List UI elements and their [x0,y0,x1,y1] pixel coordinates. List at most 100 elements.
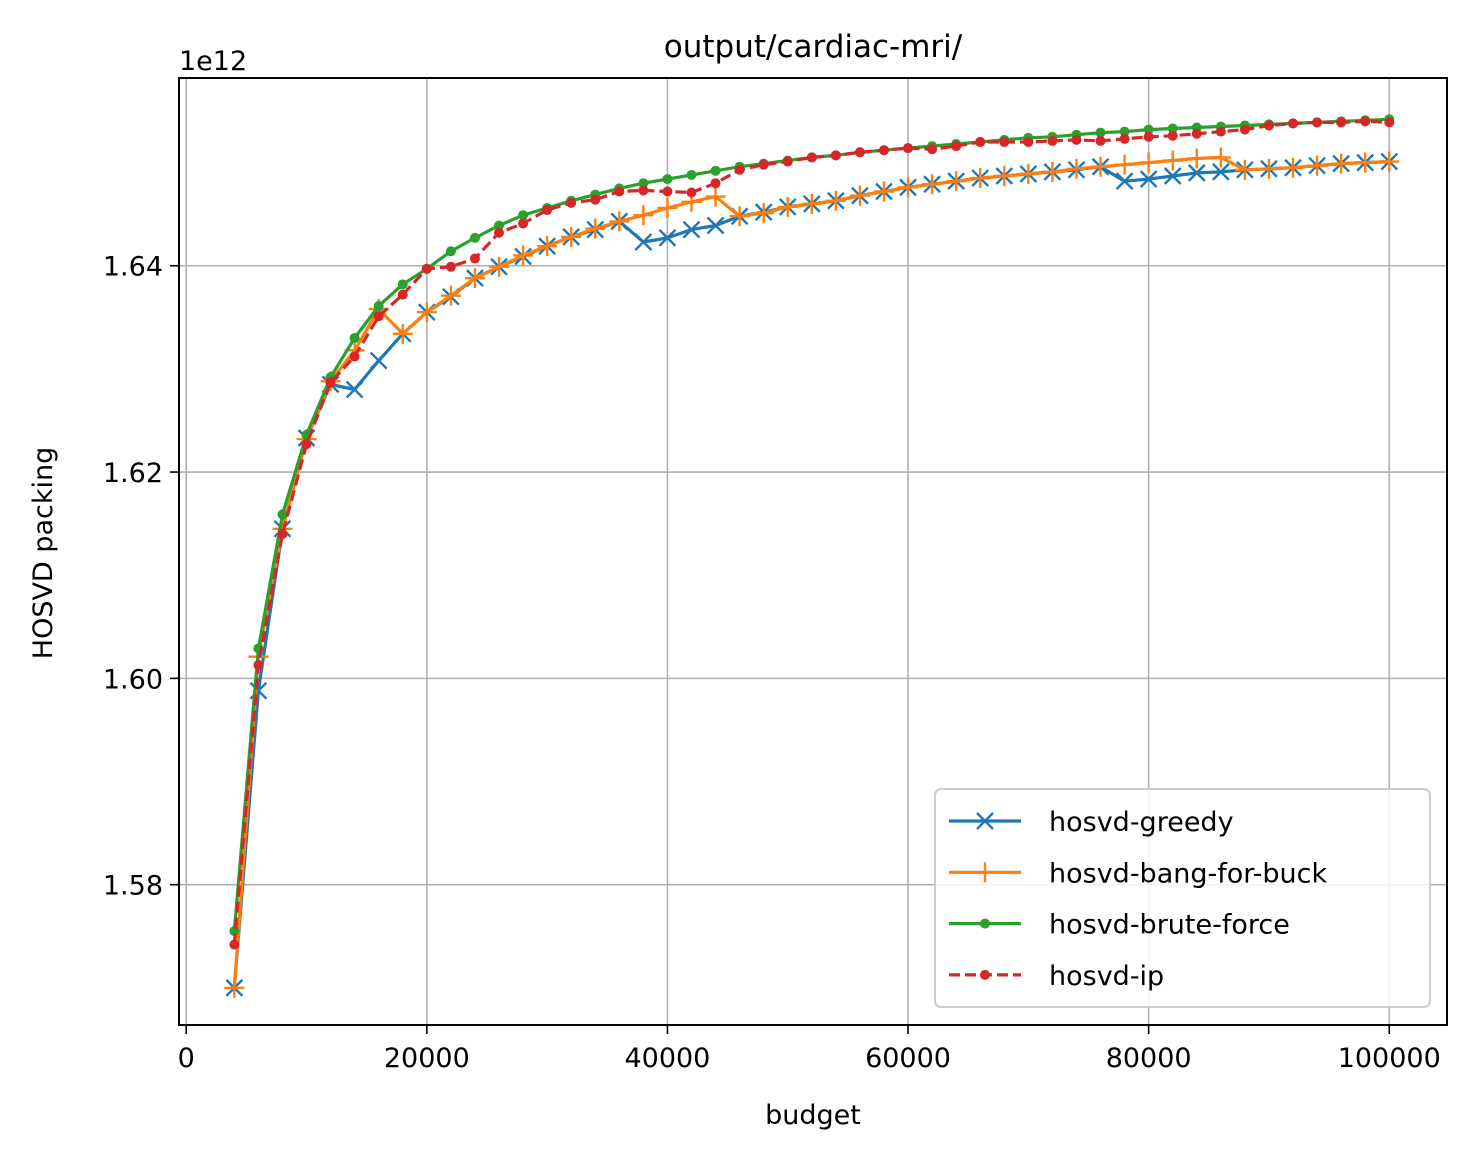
data-point [1360,116,1371,127]
data-point [609,211,630,232]
data-point [854,147,865,158]
data-point [634,233,653,251]
data-point [1139,170,1158,188]
data-point [445,246,456,257]
data-point [682,220,701,239]
data-point [1115,172,1134,191]
data-point [686,187,697,198]
data-point [830,150,841,161]
data-point [1288,118,1299,129]
data-point [1163,167,1182,185]
legend-label: hosvd-bang-for-buck [1049,858,1327,889]
data-point [277,528,288,539]
legend-entry: hosvd-brute-force [949,910,1290,941]
data-point [1336,117,1347,128]
data-point [662,174,673,185]
data-point [806,152,817,163]
data-point [445,261,456,272]
data-point [301,439,312,450]
data-point [658,229,677,247]
offset-label: 1e12 [179,46,247,77]
data-point [277,509,288,520]
data-point [1191,128,1202,139]
data-point [662,186,673,197]
data-point [469,232,480,243]
data-point [1283,157,1304,178]
x-tick-label: 20000 [384,1043,470,1074]
data-point [782,156,793,167]
chart-title: output/cardiac-mri/ [664,29,963,65]
data-point [373,300,384,311]
data-point [1095,135,1106,146]
legend: hosvd-greedy hosvd-bang-for-buck hosvd-bru… [934,788,1431,1008]
data-point [638,185,649,196]
legend-label: hosvd-greedy [1049,807,1234,838]
data-point [1071,134,1082,145]
data-point [729,206,750,227]
data-point [224,977,245,998]
data-point [758,159,769,170]
data-point [489,256,510,277]
data-point [1186,148,1207,169]
data-point [1331,153,1352,174]
y-tick-label: 1.64 [103,252,163,283]
legend-marker [980,918,990,929]
data-point [513,245,534,266]
data-point [922,174,943,195]
data-point [1095,127,1106,138]
data-point [253,659,264,670]
data-point [903,143,914,154]
data-point [1119,126,1130,137]
x-tick-label: 60000 [865,1043,951,1074]
data-point [710,178,721,189]
data-point [537,236,558,257]
data-point [494,220,505,231]
data-point [1210,147,1231,168]
data-point [801,193,822,214]
data-point [1143,131,1154,142]
data-point [1162,150,1183,171]
data-point [1239,124,1250,135]
plot-frame [178,77,1448,1026]
data-point [1312,117,1323,128]
data-point [561,226,582,247]
data-point [1215,126,1226,137]
data-point [373,311,384,322]
data-point [975,136,986,147]
y-tick-label: 1.60 [103,664,163,695]
data-point [946,171,967,192]
x-tick-label: 0 [178,1043,195,1074]
data-point [1187,164,1206,182]
x-tick-label: 80000 [1106,1043,1192,1074]
data-point [873,181,894,202]
data-point [440,285,461,306]
data-point [1384,117,1395,128]
data-point [710,165,721,176]
data-point [878,145,889,156]
legend-entry: hosvd-bang-for-buck [949,858,1327,889]
data-point [1234,159,1255,180]
data-point [1042,161,1063,182]
data-point [325,377,336,388]
legend-items: hosvd-greedy hosvd-bang-for-buck hosvd-bru… [949,807,1327,992]
data-point [1090,156,1111,177]
data-point [1258,158,1279,179]
y-axis-label: HOSVD packing [28,447,59,659]
legend-frame [934,788,1431,1008]
data-point [898,177,919,198]
data-point [464,268,485,289]
data-point [999,136,1010,147]
data-point [566,197,577,208]
data-point [345,380,364,399]
data-point [349,332,360,343]
data-point [416,302,437,323]
data-point [1263,120,1274,131]
x-tick-label: 40000 [624,1043,710,1074]
data-point [397,289,408,300]
data-point [542,205,553,216]
y-tick-label: 1.62 [103,458,163,489]
data-point [1143,124,1154,135]
y-tick-label: 1.58 [103,871,163,902]
data-point [657,197,678,218]
data-point [1355,152,1376,173]
